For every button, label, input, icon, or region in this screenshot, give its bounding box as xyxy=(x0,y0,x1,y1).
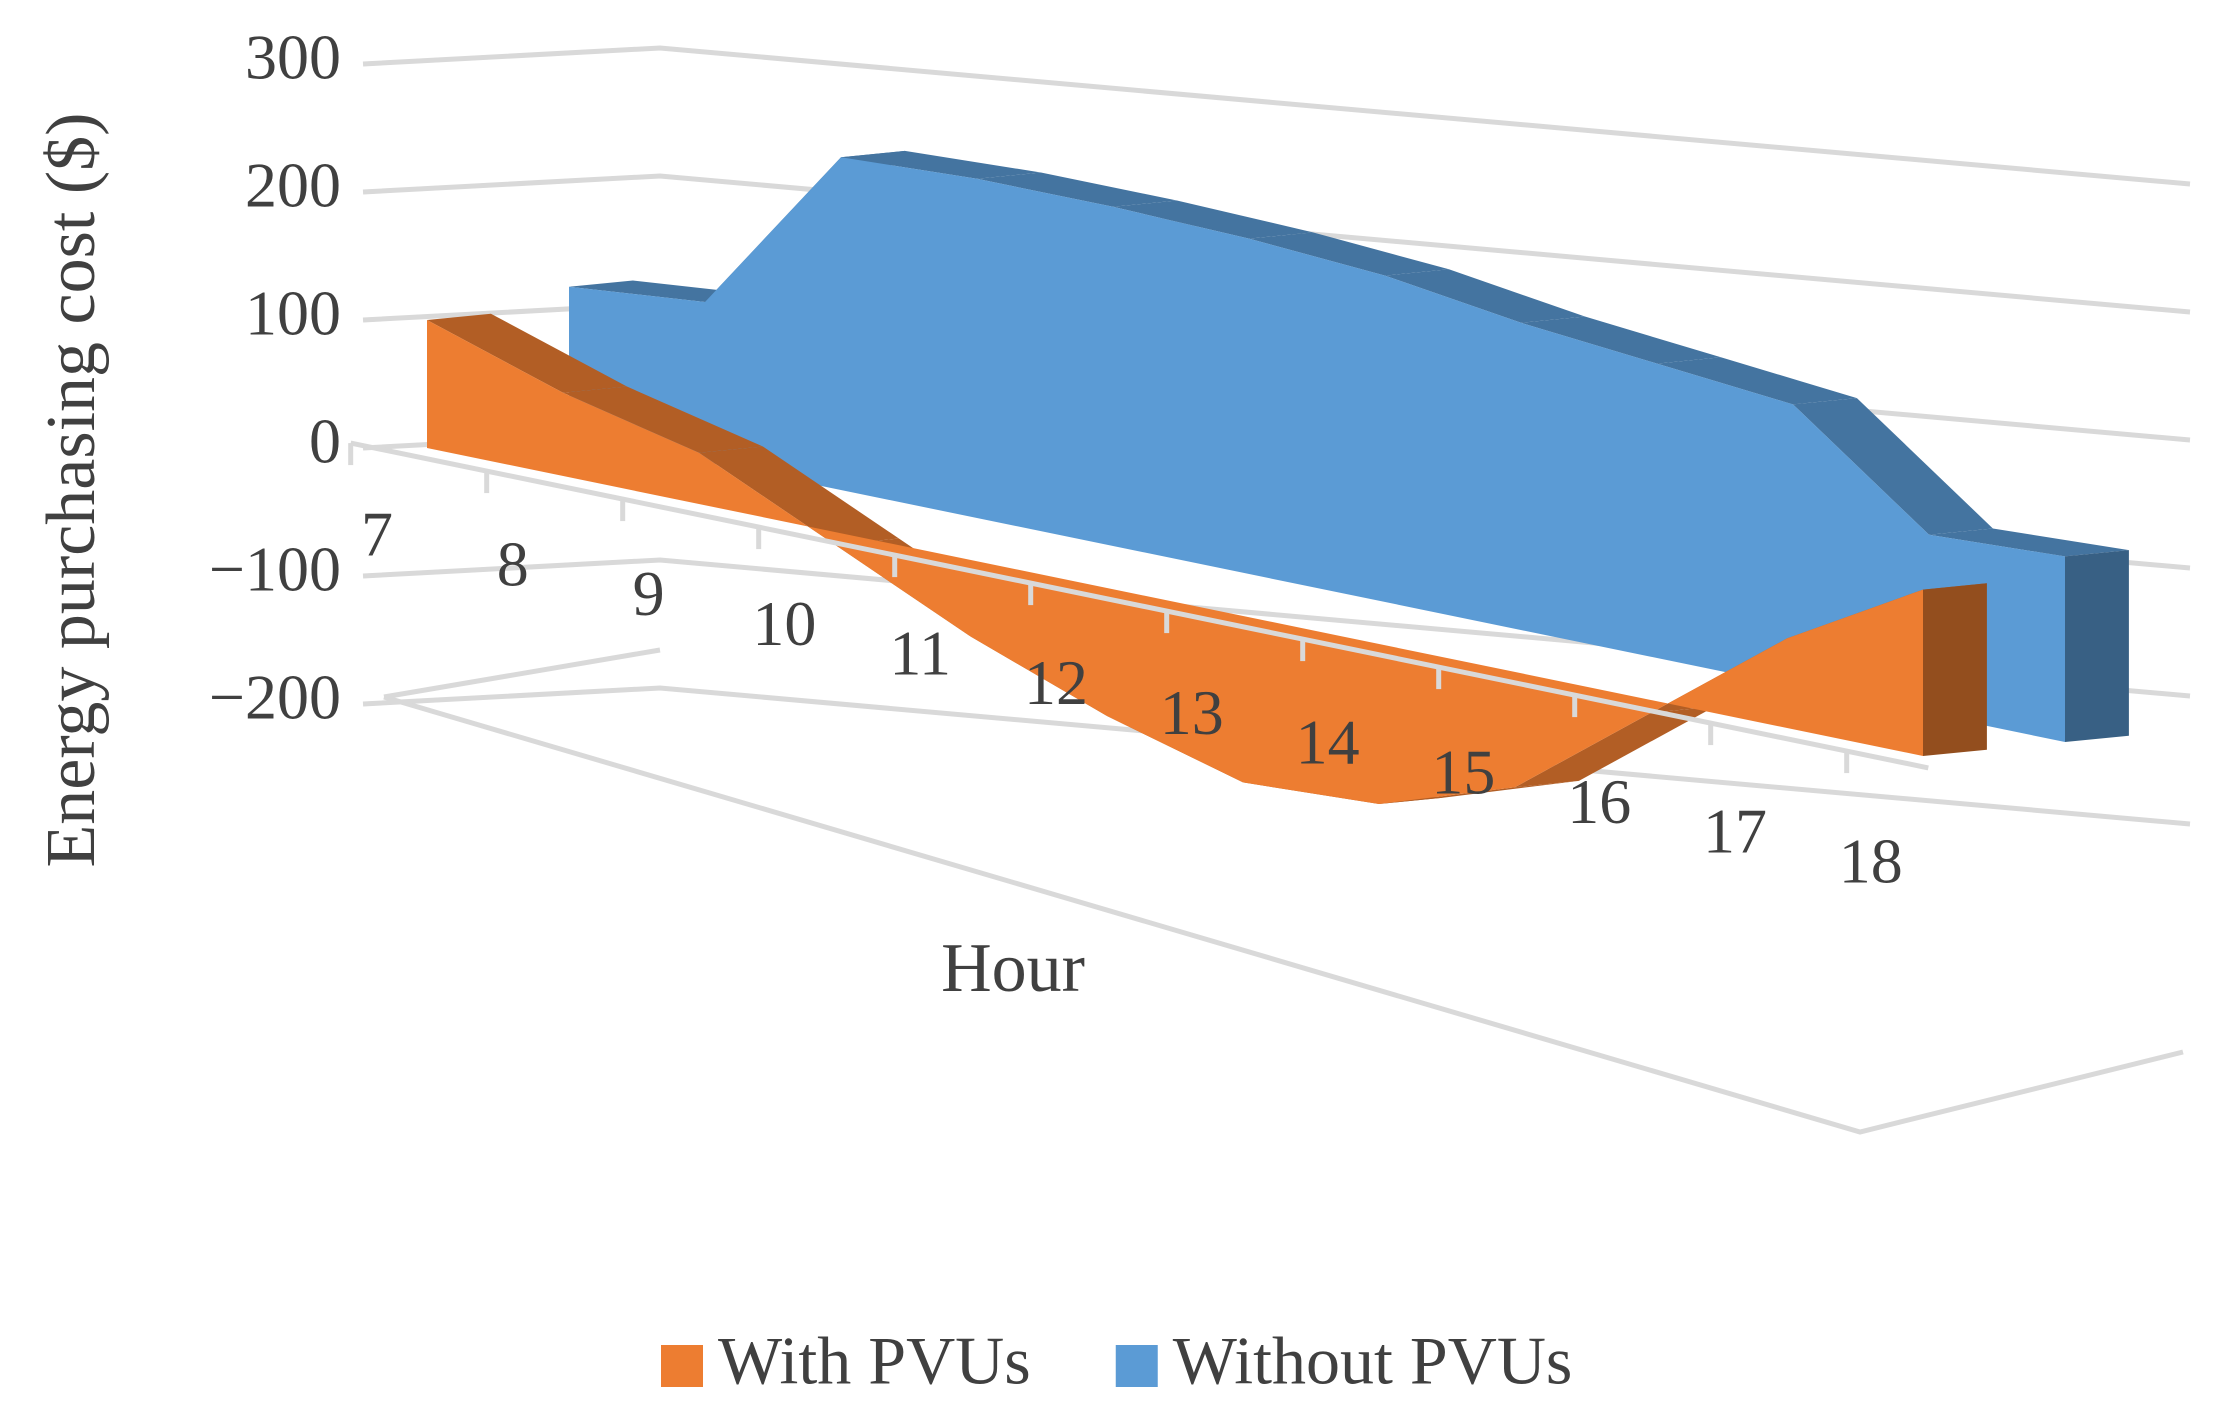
axis-layer: 7 8 9 10 11 12 13 14 15 16 17 18 xyxy=(348,440,1929,896)
legend: With PVUs Without PVUs xyxy=(661,1323,1572,1399)
legend-label: Without PVUs xyxy=(1173,1323,1573,1399)
x-tick-label: 18 xyxy=(1839,825,1903,896)
x-tick-label: 17 xyxy=(1703,796,1767,867)
area-top xyxy=(1113,200,1313,239)
area-top xyxy=(841,150,1041,179)
area-top xyxy=(699,446,899,545)
legend-label: With PVUs xyxy=(718,1323,1031,1399)
grid-line xyxy=(362,173,2191,315)
area-top xyxy=(563,386,763,453)
x-tick-label: 10 xyxy=(752,588,816,659)
x-tick-label: 7 xyxy=(361,499,393,570)
area-top xyxy=(427,313,627,393)
area-top xyxy=(1379,780,1579,804)
x-tick-label: 16 xyxy=(1567,766,1631,837)
area-top xyxy=(1515,706,1715,788)
grid-line xyxy=(362,45,2191,187)
area xyxy=(427,320,1923,804)
legend-swatch xyxy=(1115,1345,1158,1387)
area-top xyxy=(1249,232,1449,276)
grid-line xyxy=(362,685,2191,827)
x-axis-line xyxy=(350,440,1929,771)
floor-edge xyxy=(383,694,2184,1135)
x-tick-label: 11 xyxy=(889,617,951,688)
area-top xyxy=(1385,269,1585,323)
x-tick-label: 9 xyxy=(633,558,665,629)
y-tick-label: 300 xyxy=(245,22,341,93)
area-top xyxy=(977,172,1177,207)
y-axis-title: Energy purchasing cost ($) xyxy=(33,113,110,868)
x-tick-label: 13 xyxy=(1160,677,1224,748)
x-tick-label: 14 xyxy=(1296,707,1360,778)
y-tick-label: 100 xyxy=(245,278,341,349)
area-top xyxy=(1521,316,1721,364)
area xyxy=(569,157,2065,742)
x-tick-label: 8 xyxy=(497,528,529,599)
y-tick-label: −200 xyxy=(209,662,341,733)
area-top xyxy=(1657,357,1857,405)
x-axis-title: Hour xyxy=(941,930,1085,1007)
y-tick-label: 0 xyxy=(309,406,341,477)
y-tick-label: 200 xyxy=(245,150,341,221)
y-tick-label: −100 xyxy=(209,534,341,605)
area-top xyxy=(1929,528,2129,557)
x-tick-label: 12 xyxy=(1024,647,1088,718)
floor-edge xyxy=(383,647,661,700)
area-top xyxy=(1793,398,1993,535)
plot-area xyxy=(427,150,2129,804)
legend-swatch xyxy=(661,1345,703,1387)
x-tick-label: 15 xyxy=(1431,736,1495,807)
area-side xyxy=(1923,583,1987,756)
area-side xyxy=(2065,550,2129,742)
